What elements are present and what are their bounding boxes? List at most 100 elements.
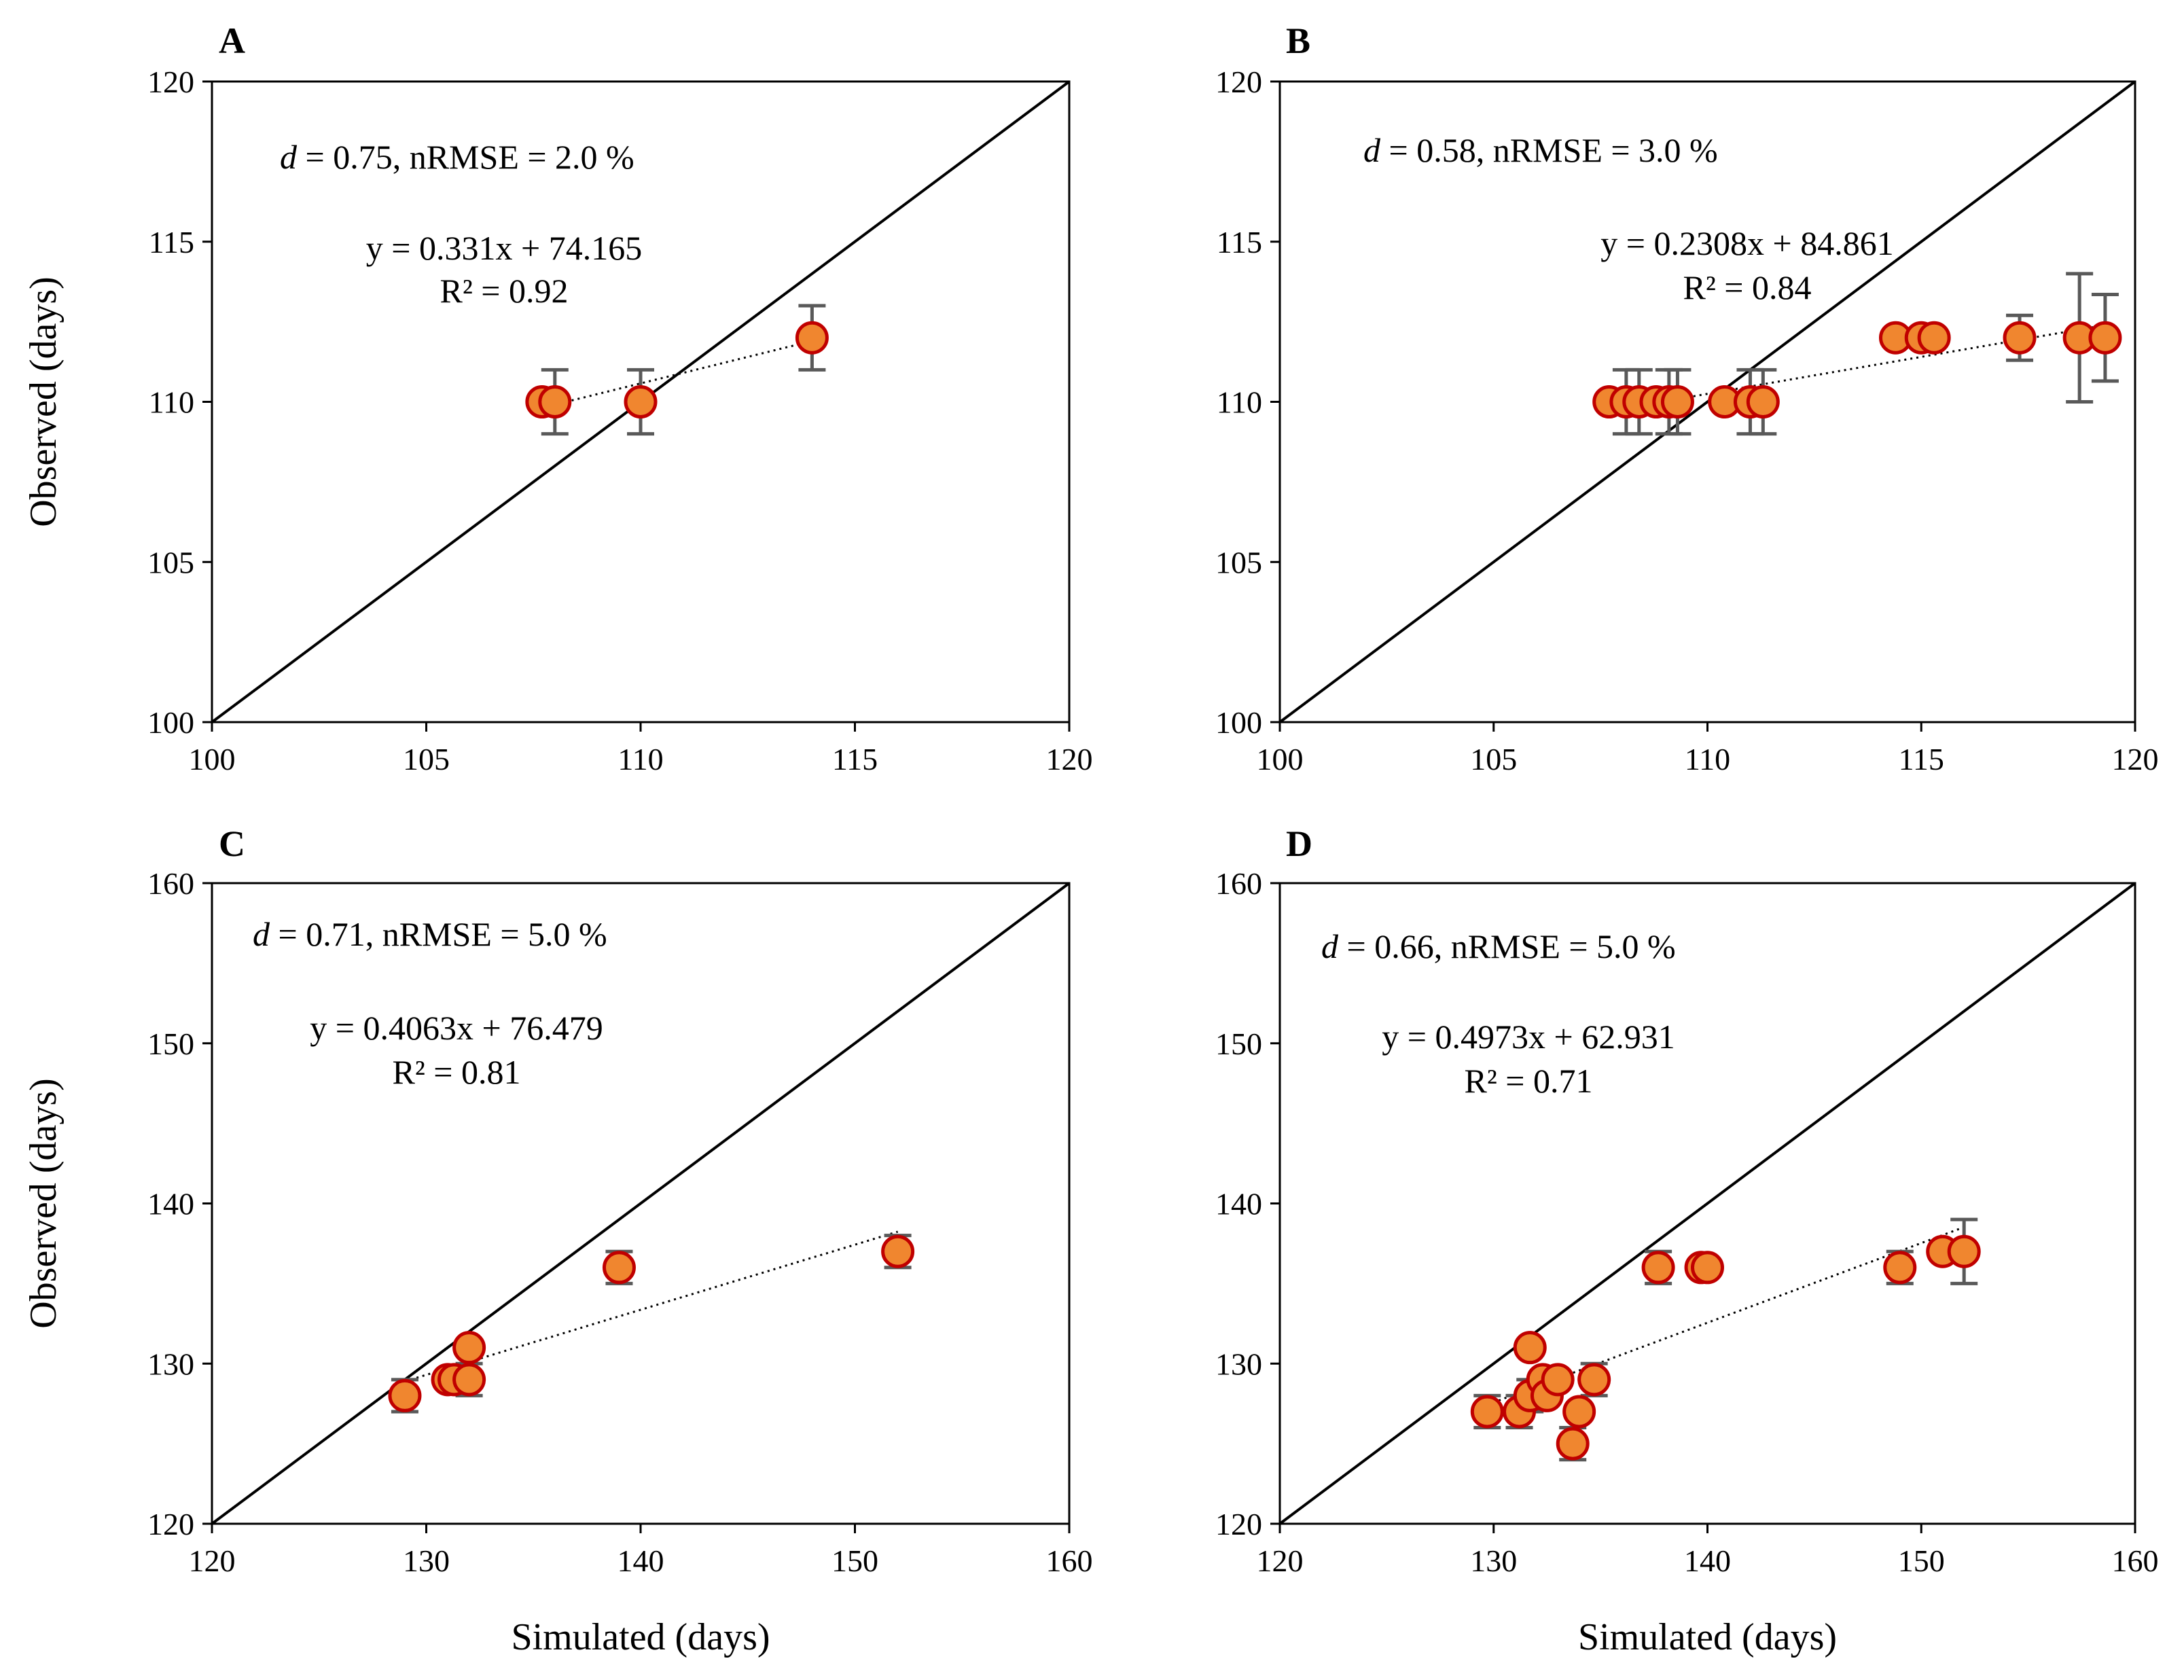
data-point xyxy=(452,1331,486,1365)
stats-annotation: d = 0.71, nRMSE = 5.0 % xyxy=(253,915,607,953)
y-tick-label: 140 xyxy=(1215,1187,1262,1221)
d-symbol: d xyxy=(1321,927,1339,965)
trend-line xyxy=(1609,324,2106,412)
x-tick-label: 150 xyxy=(831,1543,878,1578)
x-tick-label: 120 xyxy=(1257,1543,1304,1578)
one-to-one-line xyxy=(211,882,1071,1525)
x-tick-label: 130 xyxy=(1470,1543,1517,1578)
data-point xyxy=(1691,1251,1724,1285)
trend-line xyxy=(404,1230,899,1382)
x-tick-label: 100 xyxy=(1257,742,1304,776)
x-tick-label: 140 xyxy=(1684,1543,1731,1578)
data-point xyxy=(1883,1251,1917,1285)
y-tick-label: 115 xyxy=(149,225,194,260)
y-tick-label: 100 xyxy=(1215,705,1262,740)
x-tick-label: 150 xyxy=(1898,1543,1945,1578)
data-point xyxy=(624,385,658,418)
y-tick-label: 150 xyxy=(1215,1026,1262,1061)
data-point xyxy=(2088,321,2122,355)
data-point xyxy=(1470,1395,1504,1429)
stats-value: = 0.66, nRMSE = 5.0 % xyxy=(1338,927,1676,965)
data-point xyxy=(1641,1251,1675,1285)
x-axis-title: Simulated (days) xyxy=(511,1616,770,1658)
data-point xyxy=(1513,1331,1547,1365)
x-tick-label: 130 xyxy=(403,1543,450,1578)
data-point xyxy=(1577,1363,1611,1397)
data-point xyxy=(2003,321,2037,355)
regression-equation: y = 0.4063x + 76.479 xyxy=(310,1009,603,1047)
data-point xyxy=(1556,1427,1590,1461)
x-tick-label: 120 xyxy=(2112,742,2159,776)
data-point xyxy=(795,321,829,355)
y-tick-label: 115 xyxy=(1217,225,1262,260)
data-point xyxy=(1746,385,1780,418)
x-tick-label: 115 xyxy=(832,742,878,776)
y-tick-label: 150 xyxy=(147,1026,194,1061)
data-point xyxy=(1947,1234,1981,1268)
r-squared: R² = 0.92 xyxy=(440,272,568,310)
stats-annotation: d = 0.58, nRMSE = 3.0 % xyxy=(1363,131,1718,169)
y-tick-label: 160 xyxy=(1215,866,1262,901)
y-tick-label: 130 xyxy=(1215,1346,1262,1381)
regression-equation: y = 0.2308x + 84.861 xyxy=(1600,224,1893,262)
x-tick-label: 110 xyxy=(1685,742,1730,776)
x-tick-label: 160 xyxy=(2112,1543,2159,1578)
r-squared: R² = 0.84 xyxy=(1683,268,1811,306)
data-point xyxy=(1660,385,1694,418)
panel-letter: B xyxy=(1286,20,1310,61)
one-to-one-line xyxy=(1278,80,2136,723)
y-tick-label: 100 xyxy=(147,705,194,740)
data-point xyxy=(538,385,572,418)
y-tick-label: 110 xyxy=(149,385,194,420)
regression-equation: y = 0.4973x + 62.931 xyxy=(1382,1018,1675,1056)
data-point xyxy=(602,1251,636,1285)
panel-b: 100 105 110 115 120 100 105 110 115 120 Bd = 0.58,… xyxy=(1215,20,2159,776)
x-tick-label: 105 xyxy=(403,742,450,776)
y-axis-title: Observed (days) xyxy=(22,276,65,527)
y-tick-label: 105 xyxy=(1215,545,1262,579)
x-tick-label: 160 xyxy=(1046,1543,1093,1578)
panel-d: 120 130 140 150 160 120 130 140 150 160 Dd = 0.66,… xyxy=(1215,823,2159,1658)
d-symbol: d xyxy=(280,138,298,176)
d-symbol: d xyxy=(253,915,270,953)
stats-annotation: d = 0.66, nRMSE = 5.0 % xyxy=(1321,927,1676,965)
panel-a: 100 105 110 115 120 100 105 110 115 120 Ad = 0.75,… xyxy=(22,20,1093,776)
data-point xyxy=(452,1363,486,1397)
y-axis-title: Observed (days) xyxy=(22,1078,65,1329)
y-tick-label: 160 xyxy=(147,866,194,901)
stats-value: = 0.75, nRMSE = 2.0 % xyxy=(297,138,634,176)
data-point xyxy=(1541,1363,1575,1397)
y-tick-label: 120 xyxy=(1215,65,1262,99)
d-symbol: d xyxy=(1363,131,1381,169)
panel-c: 120 130 140 150 160 120 130 140 150 160 Cd = 0.71,… xyxy=(22,823,1093,1658)
stats-value: = 0.71, nRMSE = 5.0 % xyxy=(270,915,607,953)
x-tick-label: 100 xyxy=(189,742,236,776)
y-tick-label: 120 xyxy=(147,1507,194,1541)
stats-annotation: d = 0.75, nRMSE = 2.0 % xyxy=(280,138,634,176)
stats-value: = 0.58, nRMSE = 3.0 % xyxy=(1380,131,1718,169)
x-tick-label: 115 xyxy=(1899,742,1944,776)
data-point xyxy=(1917,321,1951,355)
x-axis-title: Simulated (days) xyxy=(1578,1616,1837,1658)
y-tick-label: 140 xyxy=(147,1187,194,1221)
y-tick-label: 130 xyxy=(147,1346,194,1381)
r-squared: R² = 0.71 xyxy=(1464,1062,1592,1100)
regression-equation: y = 0.331x + 74.165 xyxy=(366,229,642,267)
y-tick-label: 120 xyxy=(1215,1507,1262,1541)
data-point xyxy=(881,1234,915,1268)
y-tick-label: 110 xyxy=(1217,385,1262,420)
x-tick-label: 120 xyxy=(1046,742,1093,776)
one-to-one-line xyxy=(1278,882,2136,1525)
x-tick-label: 110 xyxy=(617,742,663,776)
r-squared: R² = 0.81 xyxy=(392,1053,520,1091)
x-tick-label: 105 xyxy=(1470,742,1517,776)
y-tick-label: 120 xyxy=(147,65,194,99)
data-point xyxy=(1562,1395,1596,1429)
data-point xyxy=(388,1378,422,1412)
x-tick-label: 120 xyxy=(189,1543,236,1578)
x-tick-label: 140 xyxy=(617,1543,664,1578)
panel-letter: C xyxy=(219,823,245,864)
panel-letter: A xyxy=(219,20,245,61)
panel-letter: D xyxy=(1286,823,1312,864)
